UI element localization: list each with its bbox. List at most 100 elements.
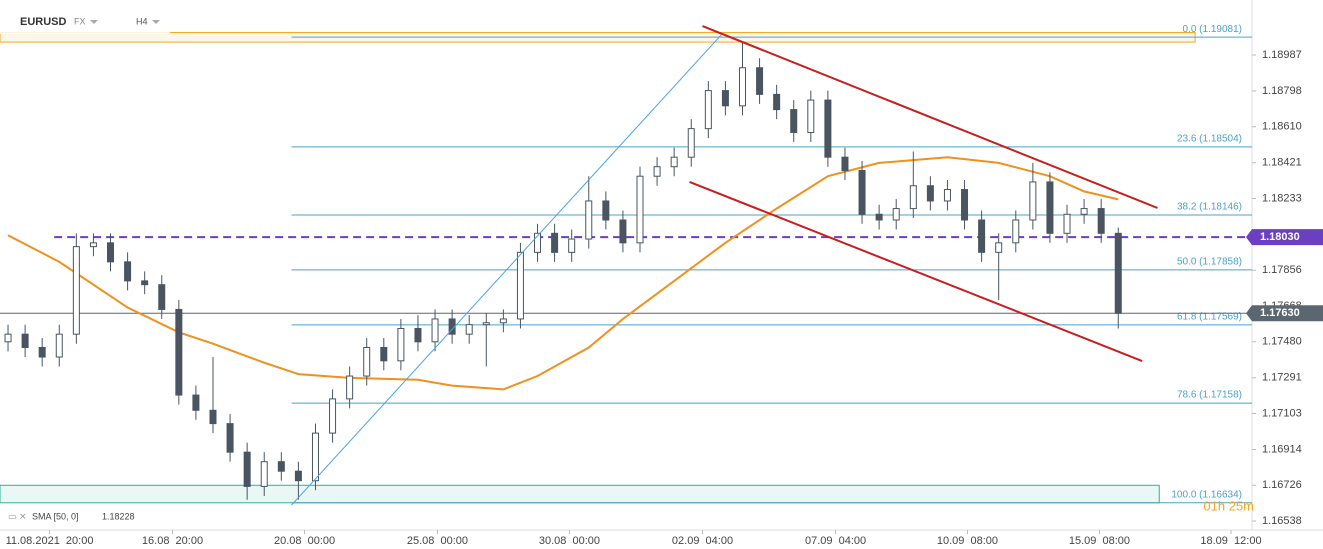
y-tick-label: 1.17480 [1262,336,1302,348]
candle-body [943,189,951,202]
candle-body [1080,208,1088,215]
price-tag [1246,229,1323,246]
countdown: 01h 25m [1203,498,1254,513]
fib-label: 0.0 (1.19081) [1183,24,1243,35]
candle-body [653,166,661,177]
candle-body [311,432,319,482]
candle-body [107,242,115,263]
candle-body [1012,219,1020,244]
candle-body [329,398,337,434]
candle-body [1063,213,1071,234]
x-tick-label: 25.08 00:00 [407,535,468,547]
candle-body [124,261,132,282]
candle-body [158,284,166,310]
sma-legend-name: SMA [50, 0] [32,511,79,521]
candle-body [551,232,559,253]
candle-body [978,219,986,253]
candle-body [875,213,883,221]
candle-body [260,461,268,487]
candle-body [209,409,217,425]
candle-body [961,189,969,221]
trendline [689,181,1143,362]
y-tick-label: 1.18798 [1262,85,1302,97]
candle-body [277,461,285,472]
candle-body [516,251,524,320]
market: FX [74,16,86,26]
candle-body [499,318,507,324]
candle-body [926,185,934,202]
candle-body [1046,181,1054,234]
candle-body [602,200,610,221]
candle-body [636,175,644,244]
x-tick-label: 15.09 08:00 [1069,535,1130,547]
candle-body [346,375,354,400]
y-tick-label: 1.16914 [1262,443,1302,455]
candle-body [465,324,473,335]
y-tick-label: 1.17103 [1262,407,1302,419]
dropdown[interactable] [152,20,160,24]
candle-body [1114,232,1122,314]
x-tick-label: 11.08.2021 20:00 [6,535,94,547]
y-tick-label: 1.17856 [1262,264,1302,276]
x-tick-label: 07.09 04:00 [805,535,866,547]
fib-label: 61.8 (1.17569) [1177,311,1242,322]
candle-body [909,185,917,210]
candle-body [807,99,815,133]
price-tag [1246,305,1323,322]
trendline [702,25,1158,209]
fib-label: 38.2 (1.18146) [1177,202,1242,213]
x-tick-label: 10.09 08:00 [937,535,998,547]
candle-body [226,423,234,453]
fib-label: 23.6 (1.18504) [1177,134,1242,145]
candle-body [585,200,593,240]
candle-body [568,238,576,253]
legend-icons[interactable]: ▭ ✕ [8,511,27,521]
candle-body [4,333,12,343]
candle-body [294,470,302,482]
candle-body [670,156,678,168]
interval[interactable]: H4 [136,16,148,26]
x-tick-label: 02.09 04:00 [672,535,733,547]
zone [0,484,1160,504]
candle-body [1097,208,1105,234]
x-tick-label: 30.08 00:00 [539,535,600,547]
candle-body [858,170,866,215]
y-tick-label: 1.16538 [1262,515,1302,527]
candle-body [380,346,388,362]
y-tick-label: 1.17291 [1262,372,1302,384]
candle-body [431,318,439,343]
candle-body [243,451,251,487]
x-tick-label: 20.08 00:00 [274,535,335,547]
candle-body [841,156,849,172]
y-tick-label: 1.18610 [1262,121,1302,133]
candle-body [704,90,712,130]
sma-line [7,156,1119,391]
candle-body [892,208,900,221]
candle-body [1029,181,1037,221]
price-tag-label: 1.18030 [1260,231,1300,243]
overlay: 1.18030 1.17630 [1246,229,1323,322]
candle-body [141,280,149,286]
y-tick-label: 1.18987 [1262,49,1302,61]
y-tick-label: 1.16726 [1262,479,1302,491]
candle-body [175,308,183,396]
symbol: EURUSD [20,16,67,28]
candle-body [414,327,422,343]
candle-body [824,99,832,158]
fib-label: 50.0 (1.17858) [1177,256,1242,267]
candle-body [773,93,781,111]
candle-body [687,128,695,158]
candle-body [756,67,764,95]
header-bg [0,8,170,34]
y-tick-label: 1.18233 [1262,192,1302,204]
sma-legend-value: 1.18228 [102,511,135,521]
candle-body [397,327,405,362]
candle-body [192,394,200,411]
dropdown[interactable] [90,20,98,24]
fib-label: 78.6 (1.17158) [1177,390,1242,401]
candle-body [738,67,746,107]
candle-body [72,246,80,335]
candle-body [995,242,1003,253]
